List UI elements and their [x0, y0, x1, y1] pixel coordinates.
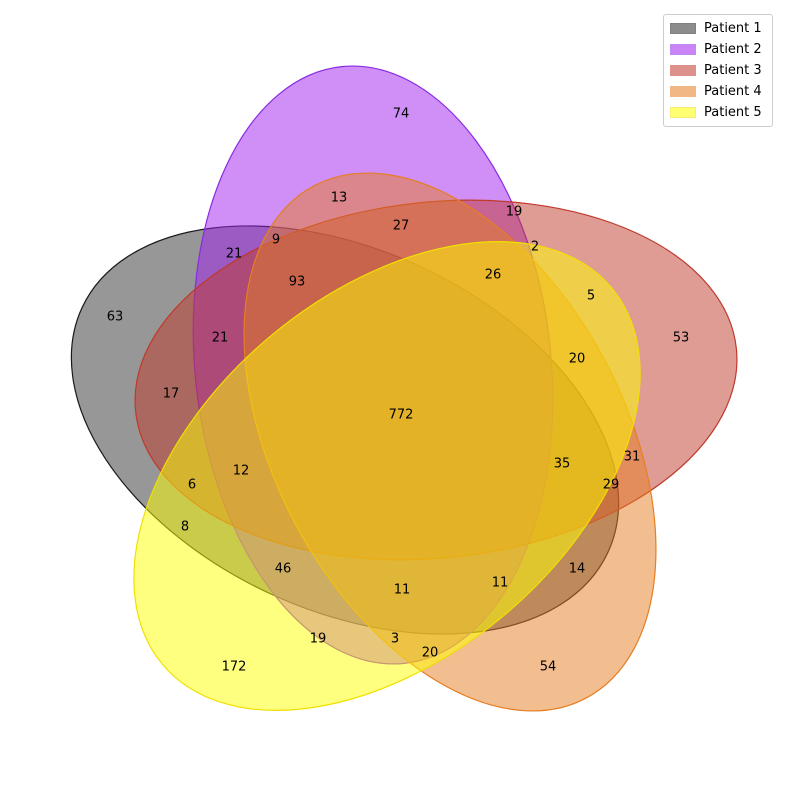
region-count-label: 31 [624, 450, 641, 465]
region-count-label: 21 [212, 331, 229, 346]
legend-swatch [670, 23, 696, 34]
region-count-label: 12 [233, 464, 250, 479]
legend-swatch [670, 65, 696, 76]
region-count-label: 17 [163, 387, 180, 402]
legend-entry-patient-3: Patient 3 [670, 60, 766, 81]
region-count-label: 19 [506, 205, 523, 220]
legend-swatch [670, 107, 696, 118]
legend-entry-patient-5: Patient 5 [670, 102, 766, 123]
legend-entry-patient-2: Patient 2 [670, 39, 766, 60]
region-count-label: 26 [485, 268, 502, 283]
region-count-label: 74 [393, 107, 410, 122]
region-count-label: 20 [422, 646, 439, 661]
region-count-label: 8 [181, 520, 189, 535]
region-count-label: 9 [272, 233, 280, 248]
region-count-label: 172 [222, 660, 247, 675]
legend-label: Patient 3 [704, 63, 762, 78]
legend-swatch [670, 86, 696, 97]
region-count-label: 5 [587, 289, 595, 304]
region-count-label: 54 [540, 660, 557, 675]
region-count-label: 2 [531, 240, 539, 255]
legend-label: Patient 4 [704, 84, 762, 99]
region-count-label: 29 [603, 478, 620, 493]
region-count-label: 11 [394, 583, 411, 598]
region-count-label: 35 [554, 457, 571, 472]
region-count-label: 19 [310, 632, 327, 647]
region-count-label: 11 [492, 576, 509, 591]
legend-label: Patient 1 [704, 21, 762, 36]
region-count-label: 93 [289, 275, 306, 290]
venn-ellipses [70, 65, 738, 712]
region-count-label: 21 [226, 247, 243, 262]
region-count-label: 53 [673, 331, 690, 346]
region-count-label: 3 [391, 632, 399, 647]
venn-region-labels: 74 13 19 27 21 9 2 26 93 5 63 21 53 20 17 772 35 31 12 6 29 8… [107, 107, 690, 675]
region-count-label: 772 [389, 408, 414, 423]
region-count-label: 14 [569, 562, 586, 577]
legend-swatch [670, 44, 696, 55]
region-count-label: 46 [275, 562, 292, 577]
legend-entry-patient-4: Patient 4 [670, 81, 766, 102]
legend: Patient 1 Patient 2 Patient 3 Patient 4 Pati… [663, 14, 773, 127]
legend-label: Patient 5 [704, 105, 762, 120]
legend-entry-patient-1: Patient 1 [670, 18, 766, 39]
legend-label: Patient 2 [704, 42, 762, 57]
region-count-label: 13 [331, 191, 348, 206]
region-count-label: 27 [393, 219, 410, 234]
region-count-label: 63 [107, 310, 124, 325]
region-count-label: 6 [188, 478, 196, 493]
region-count-label: 20 [569, 352, 586, 367]
set-ellipse-5 [133, 241, 641, 711]
